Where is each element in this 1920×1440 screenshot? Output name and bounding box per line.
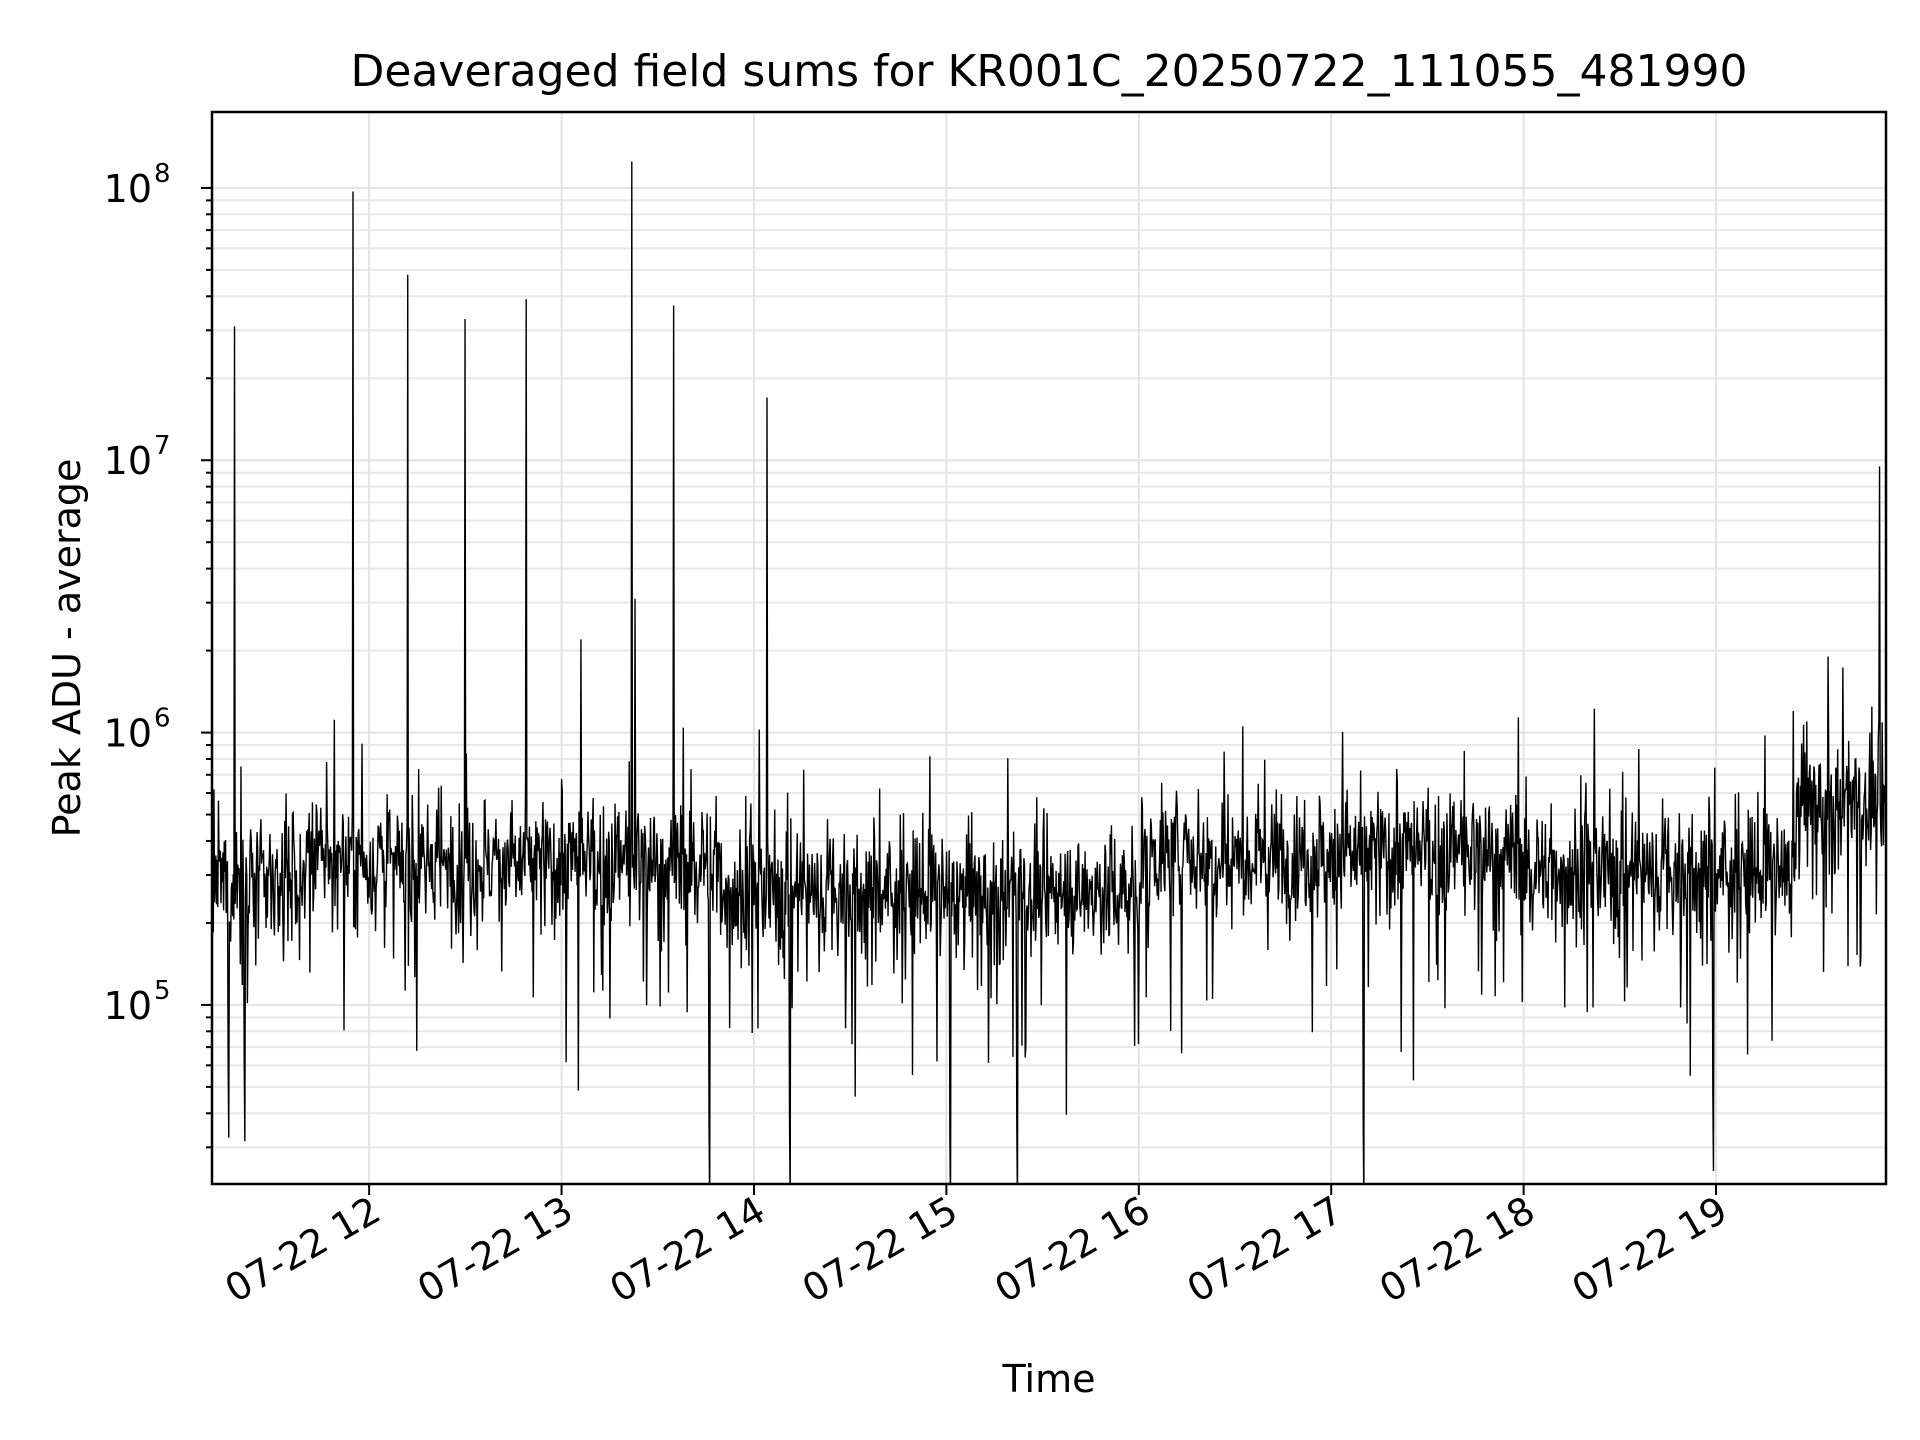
y-axis-label: Peak ADU - average	[45, 459, 89, 838]
y-tick-exponent: 5	[154, 976, 171, 1006]
y-tick-exponent: 8	[154, 159, 171, 189]
plot-frame	[210, 110, 1888, 1186]
y-tick-label: 10	[104, 712, 152, 756]
series-line	[212, 161, 1886, 1184]
y-tick-label: 10	[104, 167, 152, 211]
y-tick-exponent: 7	[154, 431, 171, 461]
x-axis-label: Time	[1002, 1357, 1096, 1401]
y-tick-exponent: 6	[154, 704, 171, 734]
plot-area	[212, 161, 1886, 1184]
y-tick-label: 10	[104, 439, 152, 483]
y-tick-label: 10	[104, 984, 152, 1028]
grid	[212, 112, 1886, 1184]
chart-title: Deaveraged field sums for KR001C_2025072…	[351, 46, 1748, 97]
